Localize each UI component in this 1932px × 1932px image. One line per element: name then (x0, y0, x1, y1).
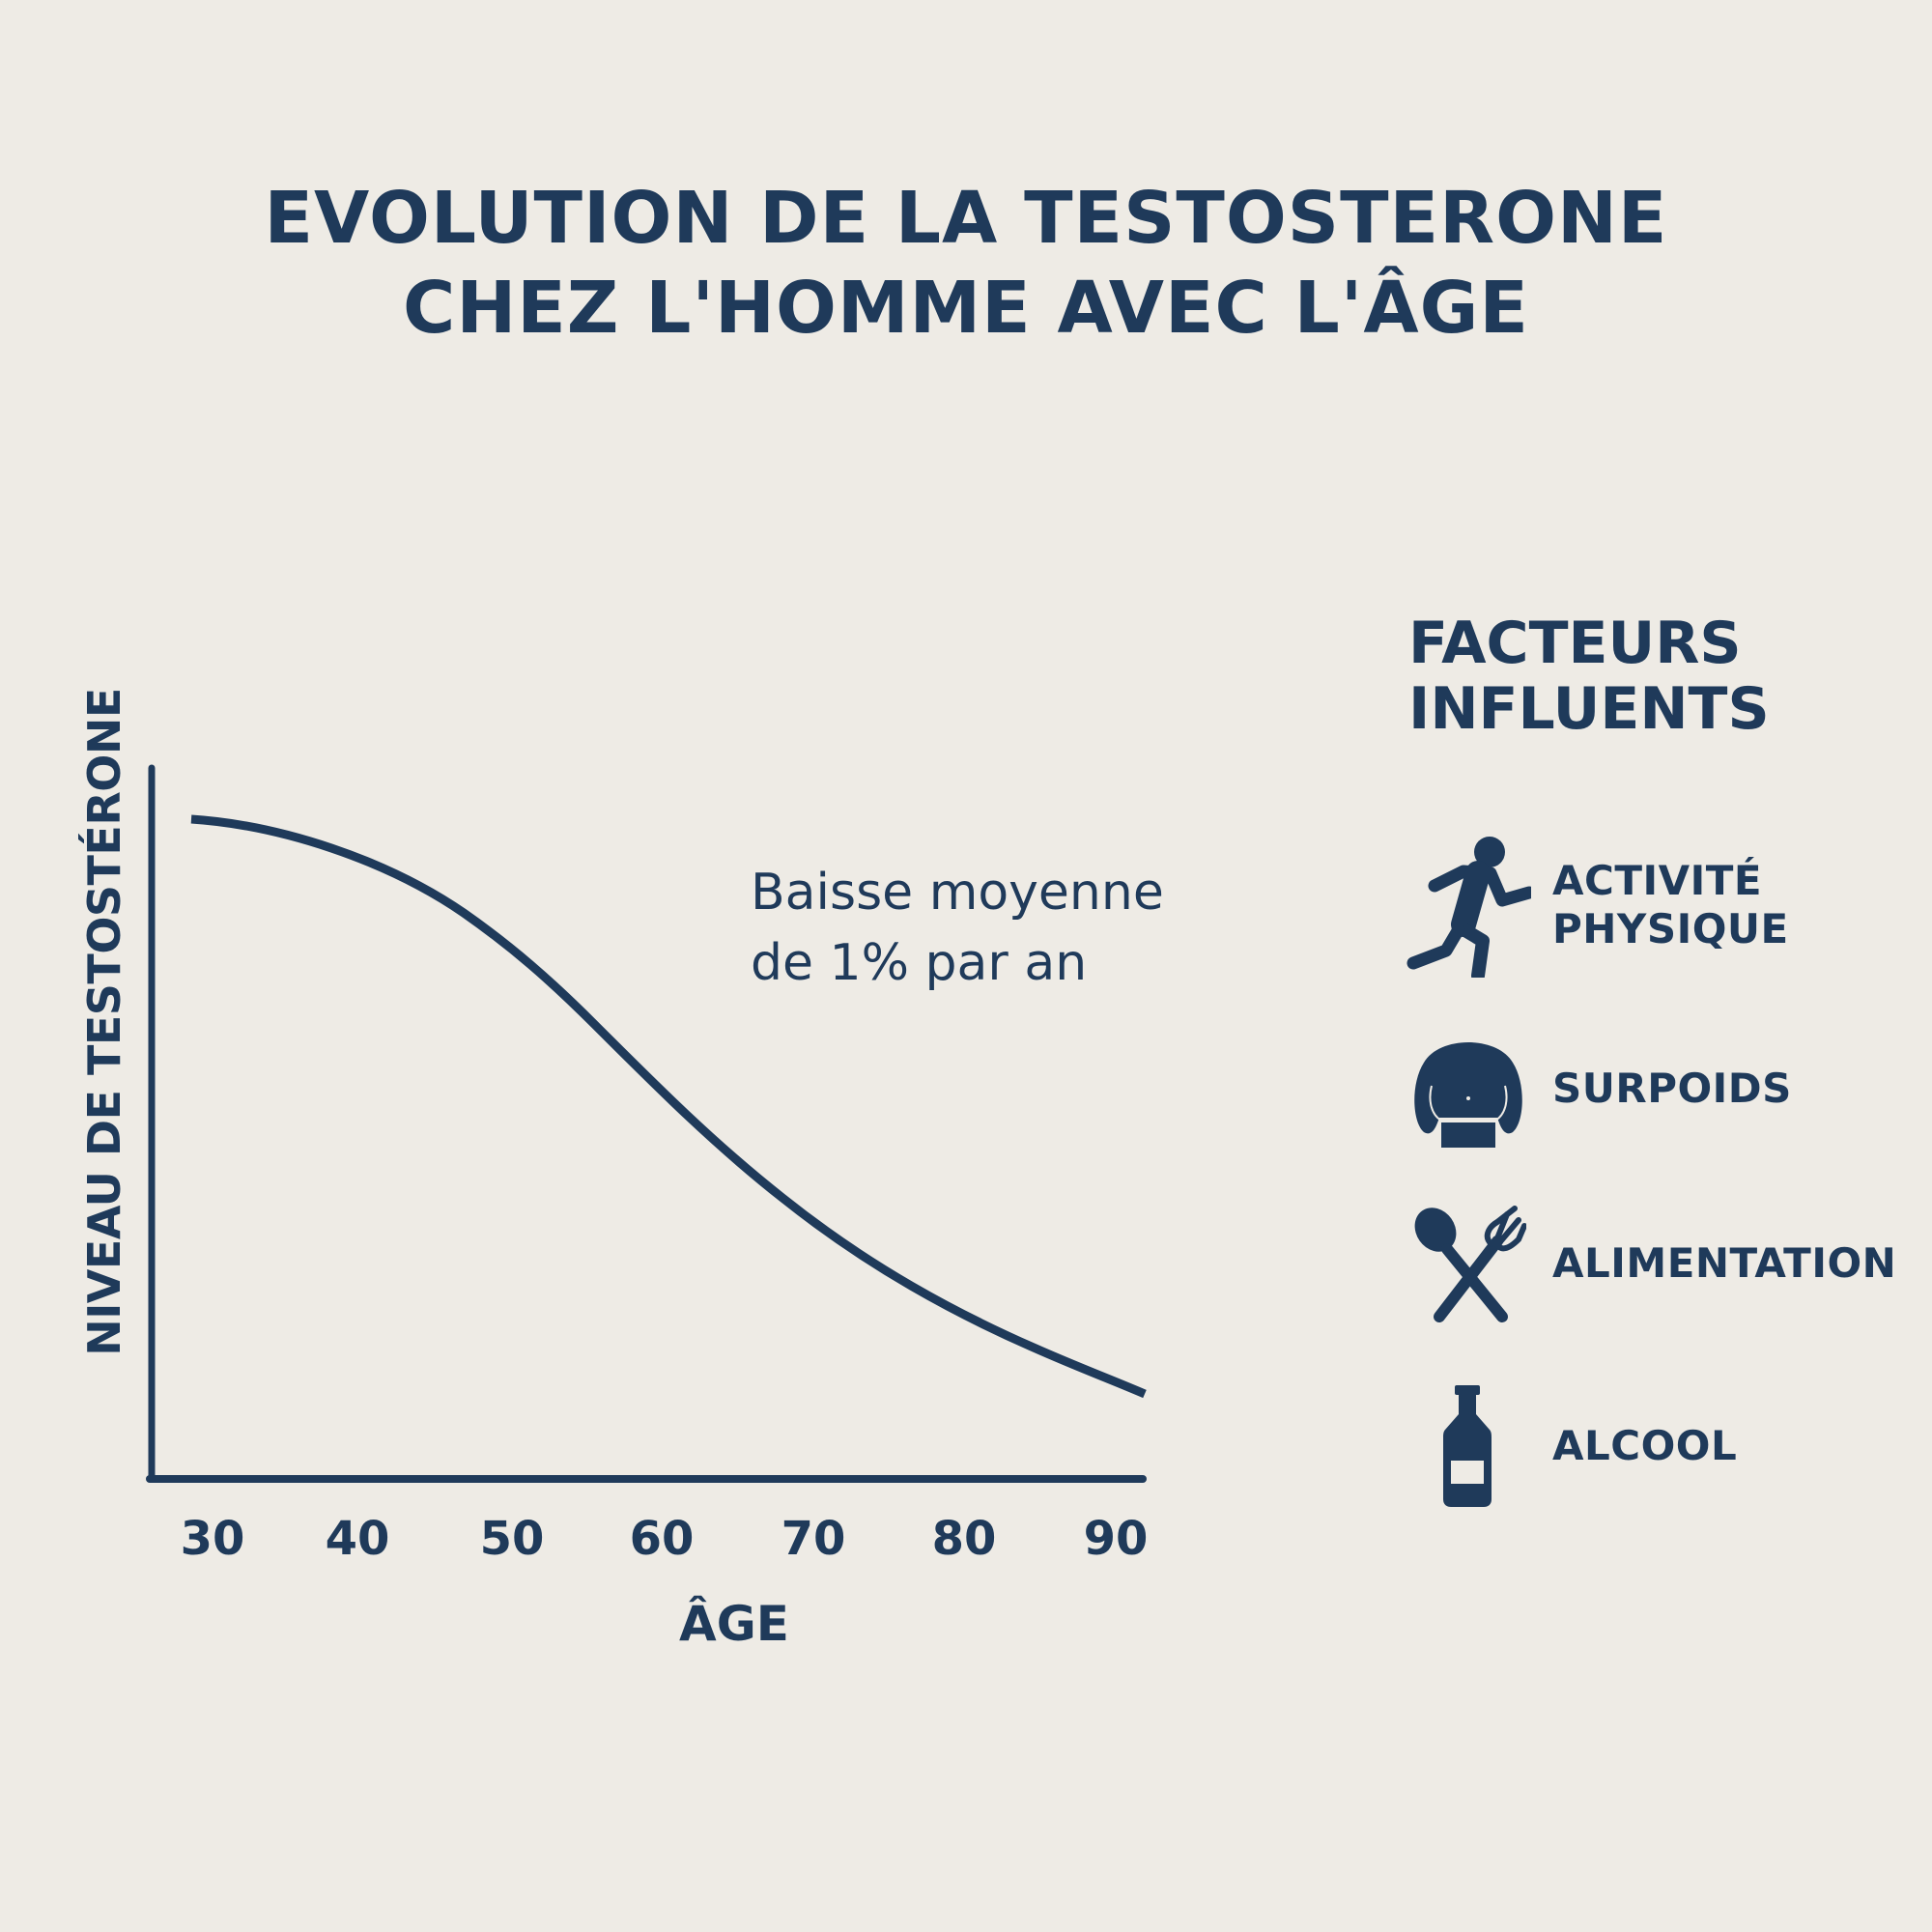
factor-label: ALIMENTATION (1552, 1239, 1897, 1287)
belly-icon (1406, 1026, 1531, 1151)
x-tick: 40 (325, 1512, 390, 1566)
title-line-1: EVOLUTION DE LA TESTOSTERONE (264, 177, 1668, 260)
factor-alcool: ALCOOL (1406, 1383, 1737, 1509)
chart-title: EVOLUTION DE LA TESTOSTERONE CHEZ L'HOMM… (0, 174, 1932, 354)
running-person-icon (1406, 837, 1531, 978)
factor-label-line-2: PHYSIQUE (1552, 905, 1789, 952)
factors-title: FACTEURS INFLUENTS (1408, 611, 1770, 742)
factor-label: ACTIVITÉ PHYSIQUE (1552, 857, 1789, 953)
factor-label: SURPOIDS (1552, 1065, 1792, 1112)
bottle-icon (1406, 1383, 1531, 1509)
annotation: Baisse moyenne de 1% par an (751, 858, 1164, 999)
annotation-line-1: Baisse moyenne (751, 864, 1164, 922)
title-line-2: CHEZ L'HOMME AVEC L'ÂGE (403, 267, 1529, 350)
factor-activite-physique: ACTIVITÉ PHYSIQUE (1406, 837, 1789, 978)
factor-label-line-1: ACTIVITÉ (1552, 857, 1763, 904)
x-tick: 70 (781, 1512, 846, 1566)
x-tick: 30 (180, 1512, 245, 1566)
factor-label: ALCOOL (1552, 1422, 1738, 1469)
factors-title-line-1: FACTEURS (1408, 610, 1742, 677)
y-axis-label: NIVEAU DE TESTOSTÉRONE (78, 688, 130, 1356)
x-tick: 90 (1083, 1512, 1149, 1566)
testosterone-curve (190, 814, 1147, 1399)
x-tick: 60 (629, 1512, 695, 1566)
factor-alimentation: ALIMENTATION (1406, 1201, 1896, 1326)
factor-surpoids: SURPOIDS (1406, 1026, 1792, 1151)
x-axis-label: ÂGE (679, 1596, 789, 1652)
spoon-fork-icon (1406, 1201, 1531, 1326)
x-tick: 50 (479, 1512, 545, 1566)
factors-title-line-2: INFLUENTS (1408, 675, 1770, 743)
x-tick: 80 (931, 1512, 997, 1566)
annotation-line-2: de 1% par an (751, 934, 1088, 992)
